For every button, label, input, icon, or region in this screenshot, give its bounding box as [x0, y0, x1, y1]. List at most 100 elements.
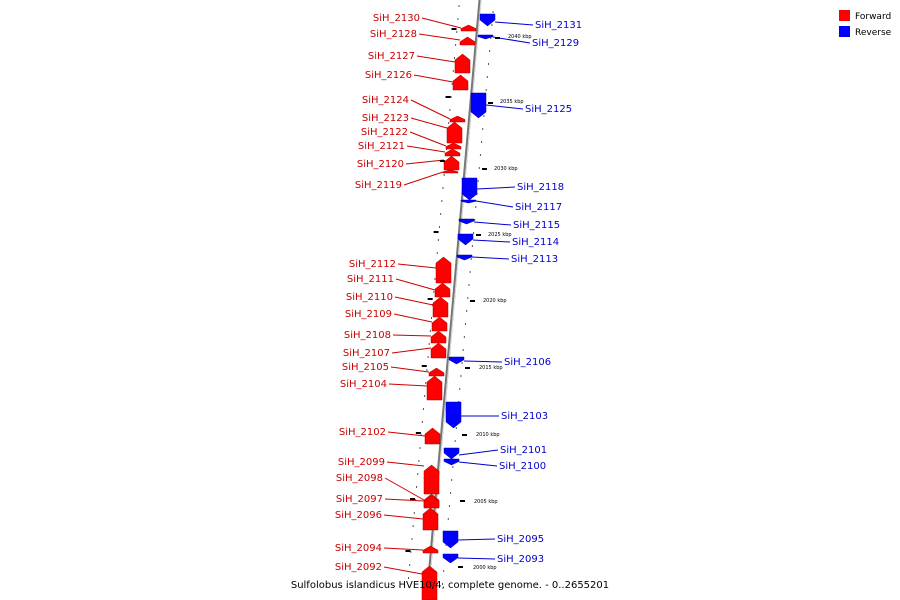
forward-gene-label[interactable]: SiH_2096	[335, 510, 382, 521]
forward-gene-arrow[interactable]	[459, 36, 476, 46]
forward-gene-arrow[interactable]	[428, 367, 445, 377]
reverse-gene-arrow[interactable]	[458, 218, 475, 225]
forward-gene-label[interactable]: SiH_2105	[342, 362, 389, 373]
forward-gene-leader	[406, 145, 446, 153]
forward-gene-arrow[interactable]	[454, 53, 471, 74]
guide-dot	[449, 109, 451, 111]
guide-dot	[411, 538, 413, 540]
reverse-gene-arrow[interactable]	[461, 177, 478, 201]
forward-gene-leader	[395, 278, 436, 291]
axis-marker	[410, 498, 416, 500]
reverse-gene-label[interactable]: SiH_2131	[535, 20, 582, 31]
reverse-gene-arrow[interactable]	[470, 92, 487, 119]
forward-gene-arrow[interactable]	[442, 169, 459, 174]
reverse-gene-arrow[interactable]	[442, 530, 459, 549]
reverse-gene-label[interactable]: SiH_2113	[511, 254, 558, 265]
forward-gene-label[interactable]: SiH_2104	[340, 379, 387, 390]
forward-gene-leader	[403, 171, 444, 186]
forward-gene-arrow[interactable]	[423, 464, 440, 495]
reverse-gene-label[interactable]: SiH_2117	[515, 202, 562, 213]
guide-dot	[437, 239, 439, 241]
reverse-gene-label[interactable]: SiH_2115	[513, 220, 560, 231]
forward-gene-arrow[interactable]	[443, 155, 460, 171]
forward-gene-arrow[interactable]	[430, 342, 447, 359]
forward-gene-arrow[interactable]	[445, 142, 462, 150]
forward-gene-label[interactable]: SiH_2123	[362, 113, 409, 124]
guide-dot	[417, 473, 419, 475]
guide-dot	[461, 362, 463, 364]
forward-gene-arrow[interactable]	[423, 495, 440, 509]
guide-dot	[445, 544, 447, 546]
reverse-gene-label[interactable]: SiH_2129	[532, 38, 579, 49]
reverse-gene-label[interactable]: SiH_2100	[499, 461, 546, 472]
forward-gene-arrow[interactable]	[422, 545, 439, 554]
guide-dot	[416, 486, 418, 488]
reverse-gene-arrow[interactable]	[479, 13, 496, 27]
reverse-gene-leader	[472, 239, 511, 243]
reverse-gene-arrow[interactable]	[456, 254, 473, 261]
reverse-gene-label[interactable]: SiH_2114	[512, 237, 559, 248]
forward-gene-label[interactable]: SiH_2112	[349, 259, 396, 270]
guide-dot	[469, 271, 471, 273]
forward-gene-arrow[interactable]	[460, 24, 477, 32]
forward-gene-arrow[interactable]	[426, 375, 443, 401]
forward-gene-label[interactable]: SiH_2108	[344, 330, 391, 341]
forward-gene-arrow[interactable]	[452, 74, 469, 91]
forward-gene-label[interactable]: SiH_2124	[362, 95, 409, 106]
scale-tick-label: 2005 kbp	[474, 499, 498, 505]
reverse-gene-arrow[interactable]	[448, 356, 465, 365]
reverse-gene-label[interactable]: SiH_2125	[525, 104, 572, 115]
reverse-gene-arrow[interactable]	[443, 447, 460, 460]
forward-gene-label[interactable]: SiH_2097	[336, 494, 383, 505]
reverse-gene-arrow[interactable]	[445, 401, 462, 429]
forward-gene-label[interactable]: SiH_2130	[373, 13, 420, 24]
forward-gene-label[interactable]: SiH_2128	[370, 29, 417, 40]
reverse-gene-label[interactable]: SiH_2095	[497, 534, 544, 545]
guide-dot	[454, 440, 456, 442]
forward-gene-label[interactable]: SiH_2126	[365, 70, 412, 81]
forward-gene-label[interactable]: SiH_2099	[338, 457, 385, 468]
forward-gene-label[interactable]: SiH_2102	[339, 427, 386, 438]
forward-gene-label[interactable]: SiH_2119	[355, 180, 402, 191]
forward-gene-arrow[interactable]	[424, 427, 441, 445]
reverse-gene-label[interactable]: SiH_2118	[517, 182, 564, 193]
scale-tick	[462, 434, 467, 436]
forward-gene-arrow[interactable]	[446, 121, 463, 144]
forward-gene-arrow[interactable]	[432, 296, 449, 318]
reverse-gene-label[interactable]: SiH_2106	[504, 357, 551, 368]
forward-gene-label[interactable]: SiH_2120	[357, 159, 404, 170]
forward-gene-label[interactable]: SiH_2121	[358, 141, 405, 152]
scale-tick	[458, 566, 463, 568]
guide-dot	[419, 447, 421, 449]
reverse-gene-label[interactable]: SiH_2093	[497, 554, 544, 565]
forward-gene-label[interactable]: SiH_2092	[335, 562, 382, 573]
axis-marker	[445, 96, 451, 98]
reverse-gene-arrow[interactable]	[443, 458, 460, 466]
reverse-gene-arrow[interactable]	[477, 34, 494, 40]
guide-dot	[491, 24, 493, 26]
forward-gene-arrow[interactable]	[421, 565, 438, 600]
reverse-gene-arrow[interactable]	[457, 233, 474, 246]
forward-gene-arrow[interactable]	[431, 316, 448, 332]
forward-gene-label[interactable]: SiH_2109	[345, 309, 392, 320]
reverse-gene-label[interactable]: SiH_2103	[501, 411, 548, 422]
forward-gene-label[interactable]: SiH_2107	[343, 348, 390, 359]
scale-tick	[460, 500, 465, 502]
forward-gene-label[interactable]: SiH_2122	[361, 127, 408, 138]
forward-gene-arrow[interactable]	[422, 507, 439, 531]
forward-gene-label[interactable]: SiH_2094	[335, 543, 382, 554]
forward-gene-label[interactable]: SiH_2111	[347, 274, 394, 285]
forward-gene-arrow[interactable]	[449, 115, 466, 123]
forward-gene-leader	[387, 431, 426, 437]
reverse-gene-arrow[interactable]	[460, 199, 477, 204]
forward-gene-arrow[interactable]	[435, 256, 452, 284]
forward-gene-leader	[410, 117, 448, 129]
reverse-gene-label[interactable]: SiH_2101	[500, 445, 547, 456]
forward-gene-arrow[interactable]	[444, 148, 461, 157]
reverse-gene-arrow[interactable]	[442, 553, 459, 564]
forward-gene-arrow[interactable]	[434, 282, 451, 298]
forward-gene-label[interactable]: SiH_2127	[368, 51, 415, 62]
forward-gene-label[interactable]: SiH_2110	[346, 292, 393, 303]
forward-gene-label[interactable]: SiH_2098	[336, 473, 383, 484]
forward-gene-arrow[interactable]	[430, 330, 447, 344]
